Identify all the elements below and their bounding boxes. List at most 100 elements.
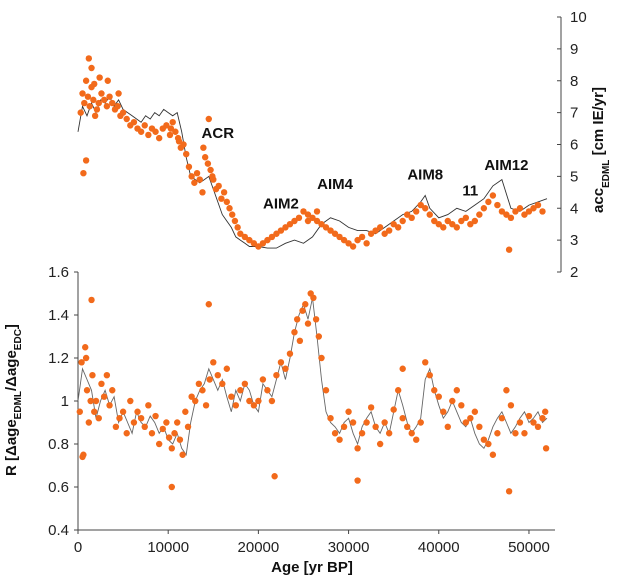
event-annotation-label: AIM4: [317, 176, 353, 193]
accumulation-point: [322, 224, 330, 231]
event-annotation-label: AIM2: [263, 195, 299, 212]
age-ratio-point: [155, 440, 163, 448]
age-ratio-point: [286, 350, 294, 357]
age-ratio-point: [507, 402, 515, 409]
accumulation-point: [84, 93, 92, 100]
accumulation-point: [166, 131, 174, 139]
accumulation-point: [100, 96, 108, 104]
age-ratio-point: [250, 402, 258, 409]
accumulation-point: [462, 214, 470, 222]
age-ratio-point: [354, 445, 361, 452]
age-ratio-y-tick-label: 1.4: [48, 307, 69, 324]
age-ratio-point: [137, 415, 145, 422]
age-ratio-point: [79, 453, 86, 461]
accumulation-point: [318, 220, 325, 228]
accumulation-point: [91, 112, 99, 120]
age-ratio-x-tick-label: 20000: [238, 539, 280, 556]
age-ratio-point: [476, 423, 483, 430]
accumulation-point: [376, 224, 384, 231]
accumulation-point: [458, 217, 465, 225]
accumulation-point: [336, 233, 343, 241]
age-ratio-point: [372, 423, 379, 430]
accumulation-point: [85, 55, 93, 62]
accumulation-point: [431, 217, 438, 225]
accumulation-point: [215, 182, 222, 190]
accumulation-point: [394, 224, 402, 231]
accumulation-point: [204, 160, 212, 167]
age-ratio-point: [498, 415, 506, 422]
accumulation-point: [372, 227, 379, 234]
event-annotation-label: AIM12: [484, 157, 528, 174]
age-ratio-point: [399, 415, 406, 422]
age-ratio-point: [141, 423, 148, 430]
accumulation-point: [141, 122, 148, 129]
accumulation-point: [408, 214, 415, 222]
accumulation-point: [246, 236, 253, 244]
age-ratio-point: [340, 423, 348, 430]
accumulation-point: [205, 115, 212, 123]
age-ratio-point: [241, 380, 249, 387]
age-ratio-point: [103, 372, 111, 379]
accumulation-y-ticks: 2 3 4 5 6 7 8 9 10: [557, 9, 587, 281]
accumulation-y-tick-label: 2: [570, 264, 578, 281]
age-ratio-point: [408, 430, 415, 437]
age-ratio-point: [381, 419, 388, 426]
age-ratio-point: [485, 440, 492, 448]
age-ratio-point: [282, 365, 289, 372]
accumulation-point: [277, 227, 285, 234]
accumulation-point: [145, 131, 152, 139]
accumulation-point: [426, 211, 433, 218]
accumulation-point: [237, 230, 244, 237]
accumulation-point: [77, 109, 84, 116]
age-ratio-point: [327, 415, 334, 422]
accumulation-point: [223, 198, 231, 206]
age-ratio-point: [85, 419, 93, 426]
age-ratio-y-axis-title: R [ΔageEDML/ΔageEDC]: [3, 324, 24, 476]
age-ratio-y-tick-label: 1: [61, 393, 69, 410]
accumulation-point: [363, 240, 370, 247]
age-ratio-point: [95, 415, 102, 422]
age-ratio-point: [246, 397, 253, 405]
accumulation-point: [345, 240, 352, 247]
age-ratio-point: [345, 408, 352, 415]
accumulation-point: [449, 220, 456, 228]
age-ratio-point: [291, 329, 298, 336]
accumulation-point: [226, 205, 233, 212]
age-ratio-point: [336, 436, 343, 443]
accumulation-point: [119, 109, 127, 116]
accumulation-point: [494, 201, 501, 209]
age-ratio-point: [503, 387, 510, 394]
accumulation-point: [381, 230, 388, 237]
accumulation-y-tick-label: 8: [570, 73, 578, 90]
accumulation-point: [109, 99, 116, 107]
accumulation-panel: 2 3 4 5 6 7 8 9 10 ACR AIM2 AIM4 AIM8 11 AIM12 accEDM…: [77, 9, 612, 281]
age-ratio-point: [471, 408, 479, 415]
age-ratio-point: [315, 333, 323, 340]
event-annotation-label: ACR: [202, 125, 235, 142]
accumulation-point: [367, 230, 375, 237]
age-ratio-point: [206, 376, 213, 383]
age-ratio-point: [179, 451, 186, 458]
age-ratio-x-ticks: 0 10000 20000 30000 40000 50000: [74, 530, 550, 556]
accumulation-point: [273, 230, 280, 237]
accumulation-point: [259, 240, 267, 247]
accumulation-point: [331, 230, 339, 237]
age-ratio-point: [237, 387, 244, 394]
accumulation-point: [291, 217, 298, 225]
accumulation-point: [185, 163, 193, 171]
accumulation-point: [183, 150, 190, 158]
age-ratio-point: [123, 430, 130, 437]
accumulation-point: [521, 211, 528, 218]
accumulation-point: [444, 217, 451, 225]
accumulation-point: [313, 217, 321, 225]
age-ratio-point: [148, 430, 156, 437]
age-ratio-point: [98, 380, 105, 387]
accumulation-point: [96, 74, 103, 81]
accumulation-point: [175, 138, 183, 145]
accumulation-point: [155, 134, 163, 142]
age-ratio-point: [83, 387, 91, 394]
accumulation-point: [390, 220, 397, 228]
age-ratio-point: [318, 354, 325, 362]
age-ratio-x-tick-label: 10000: [147, 539, 189, 556]
